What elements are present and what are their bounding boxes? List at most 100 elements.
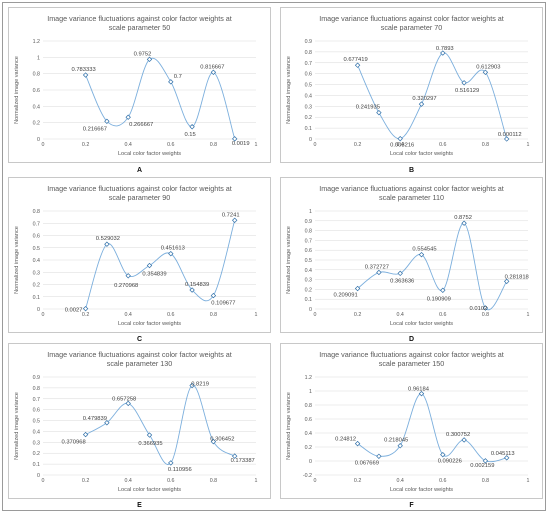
y-tick-label: 1 (309, 209, 312, 215)
data-point (418, 390, 425, 397)
panel-letter: E (137, 502, 142, 509)
y-tick-label: 0.2 (33, 451, 40, 457)
y-tick-label: 0.1 (305, 126, 312, 132)
chart-title: Image variance fluctuations against colo… (47, 184, 232, 202)
x-tick-label: 1 (255, 142, 258, 148)
x-tick-label: 0 (42, 478, 45, 484)
data-label: 0.8219 (191, 382, 209, 388)
chart-title: Image variance fluctuations against colo… (47, 14, 232, 32)
data-label: 0.24812 (335, 437, 356, 443)
chart-svg: Image variance fluctuations against colo… (286, 184, 530, 327)
data-label: 0.15 (184, 132, 195, 138)
y-tick-label: 0.9 (305, 39, 312, 45)
y-tick-label: 0.6 (33, 408, 40, 414)
data-label: 0.554545 (412, 247, 436, 253)
data-point (504, 455, 510, 461)
data-label: 0.109677 (211, 301, 235, 307)
data-point (461, 437, 467, 443)
y-tick-label: 0.4 (305, 431, 312, 437)
chart-panel-f: Image variance fluctuations against colo… (280, 343, 543, 499)
y-tick-label: 0.9 (33, 375, 40, 381)
data-label: 0.529032 (96, 236, 120, 242)
data-point (482, 69, 489, 75)
x-tick-label: 0.4 (125, 142, 132, 148)
data-label: 0.7 (174, 74, 182, 80)
y-tick-label: 0.2 (33, 283, 40, 289)
chart-svg: Image variance fluctuations against colo… (14, 14, 258, 157)
x-tick-label: 0.4 (397, 312, 404, 318)
data-point (125, 273, 131, 279)
chart-title: Image variance fluctuations against colo… (47, 350, 232, 368)
panel-letter: B (408, 167, 415, 174)
y-tick-label: 0.8 (305, 229, 312, 235)
x-tick-label: 0 (42, 312, 45, 318)
y-tick-label: 0.7 (305, 238, 312, 244)
data-point (168, 460, 174, 466)
data-point (397, 443, 403, 449)
data-label: 0.110956 (168, 467, 192, 473)
data-point (125, 400, 131, 407)
data-point (232, 136, 238, 142)
chart-panel-b: Image variance fluctuations against colo… (280, 7, 543, 163)
y-tick-label: 0.6 (305, 72, 312, 78)
data-point (504, 136, 510, 142)
y-tick-label: 0.2 (305, 287, 312, 293)
y-tick-label: 0.3 (33, 270, 40, 276)
y-tick-label: 0.8 (305, 403, 312, 409)
x-tick-label: 0.2 (354, 478, 361, 484)
data-label: 0.677419 (344, 57, 368, 63)
y-tick-label: 0.7 (305, 61, 312, 67)
x-tick-label: 0.4 (125, 312, 132, 318)
y-tick-label: 0.1 (305, 297, 312, 303)
data-label: 0.003216 (390, 143, 414, 149)
panel-letter: C (136, 336, 143, 343)
data-label: 0.281818 (505, 274, 529, 280)
x-tick-label: 0.8 (210, 478, 217, 484)
data-label: 0.96184 (408, 387, 430, 393)
y-tick-label: 0.6 (305, 248, 312, 254)
x-tick-label: 0.8 (210, 142, 217, 148)
y-tick-label: 0 (37, 473, 40, 479)
y-tick-label: 0.1 (33, 295, 40, 301)
data-point (146, 56, 153, 63)
x-tick-label: 0.2 (82, 312, 89, 318)
y-tick-label: 0.2 (305, 115, 312, 121)
data-point (168, 250, 174, 257)
y-tick-label: 0.6 (33, 88, 40, 94)
y-axis-title: Normalized image variance (286, 226, 292, 294)
data-label: 0.816667 (200, 64, 224, 70)
data-point (440, 50, 446, 56)
data-point (189, 382, 195, 389)
x-tick-label: 0.6 (439, 142, 446, 148)
data-label: 0.173387 (231, 458, 255, 464)
data-point (82, 305, 89, 312)
y-tick-label: 0.1 (33, 462, 40, 468)
chart-svg: Image variance fluctuations against colo… (14, 184, 258, 327)
x-tick-label: 0.4 (125, 478, 132, 484)
data-label: 0.8752 (454, 215, 472, 221)
chart-panel-a: Image variance fluctuations against colo… (8, 7, 271, 163)
y-axis-title: Normalized image variance (14, 392, 20, 460)
data-label: 0.000112 (498, 132, 522, 138)
x-tick-label: 0.8 (482, 142, 489, 148)
data-point (146, 262, 153, 269)
panel-letter: D (408, 336, 415, 343)
data-point (168, 79, 174, 85)
series-line (85, 385, 235, 465)
x-tick-label: 0.2 (354, 312, 361, 318)
x-axis-title: Local color factor weights (118, 151, 181, 157)
chart-panel-e: Image variance fluctuations against colo… (8, 343, 271, 499)
data-label: 0.366935 (138, 441, 162, 447)
y-tick-label: 1.2 (305, 375, 312, 381)
data-label: 0.209091 (334, 293, 358, 299)
data-point (504, 278, 510, 285)
data-label: 0.266667 (129, 122, 153, 128)
data-point (104, 420, 110, 426)
chart-panel-c: Image variance fluctuations against colo… (8, 177, 271, 333)
x-tick-label: 1 (255, 478, 258, 484)
x-tick-label: 0.6 (167, 142, 174, 148)
y-tick-label: 0.5 (33, 419, 40, 425)
data-point (440, 451, 446, 458)
x-tick-label: 1 (255, 312, 258, 318)
data-point (210, 69, 217, 76)
